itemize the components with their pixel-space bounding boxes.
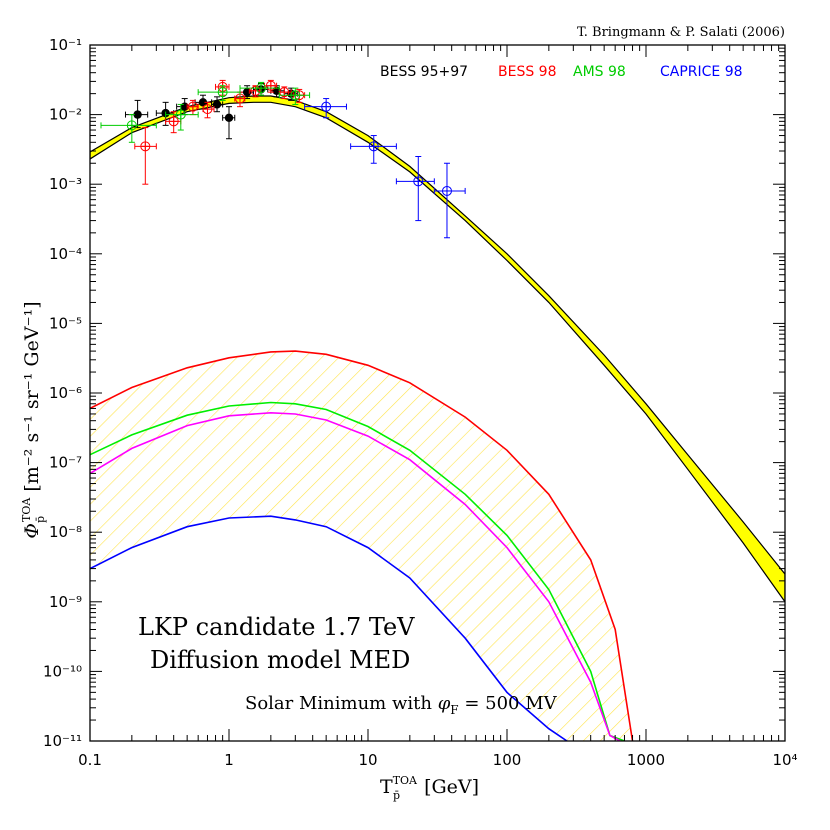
annotation-lkp: LKP candidate 1.7 TeV bbox=[138, 613, 415, 641]
y-tick-label: 10⁻¹¹ bbox=[43, 732, 82, 750]
data-point-bess-98 bbox=[202, 101, 215, 119]
x-tick-label: 1 bbox=[224, 751, 234, 769]
credit: T. Bringmann & P. Salati (2006) bbox=[577, 25, 785, 40]
data-point-bess-98 bbox=[165, 111, 182, 134]
x-axis-label: TTOA p̄ [GeV] bbox=[380, 774, 479, 802]
signal-curve-2 bbox=[90, 411, 621, 741]
y-tick-label: 10⁻⁹ bbox=[49, 593, 82, 611]
data-points bbox=[100, 79, 466, 239]
axis-ticks bbox=[89, 44, 786, 742]
y-tick-label: 10⁻⁷ bbox=[49, 454, 82, 472]
y-tick-label: 10⁻¹⁰ bbox=[43, 662, 82, 680]
legend-ams-98: AMS 98 bbox=[573, 64, 626, 80]
x-tick-label: 1000 bbox=[627, 751, 665, 769]
y-tick-label: 10⁻³ bbox=[49, 175, 82, 193]
x-tick-label: 100 bbox=[493, 751, 522, 769]
annotation-solar: Solar Minimum with φF = 500 MV bbox=[245, 693, 558, 717]
legend-caprice-98: CAPRICE 98 bbox=[660, 64, 743, 80]
data-point-ams-98 bbox=[197, 85, 241, 101]
y-tick-labels: 10⁻¹¹ 10⁻¹⁰ 10⁻⁹ 10⁻⁸ 10⁻⁷ 10⁻⁶ 10⁻⁵ 10⁻⁴ 10⁻³ 10… bbox=[43, 36, 82, 750]
y-tick-label: 10⁻⁸ bbox=[49, 523, 82, 541]
y-tick-label: 10⁻⁵ bbox=[49, 314, 82, 332]
data-point-ams-98 bbox=[239, 81, 280, 96]
legend-bess-95-97: BESS 95+97 bbox=[380, 64, 468, 80]
data-point-bess-95-97 bbox=[124, 99, 149, 129]
legend-bess-98: BESS 98 bbox=[498, 64, 557, 80]
signal-hatch-region bbox=[90, 351, 633, 741]
signal-curve-0 bbox=[90, 350, 634, 741]
data-point-caprice-98 bbox=[395, 156, 435, 222]
x-tick-label: 10 bbox=[358, 751, 377, 769]
data-point-caprice-98 bbox=[433, 162, 466, 239]
data-point-caprice-98 bbox=[350, 135, 397, 164]
y-axis-label: Φp̄TOA [m⁻² s⁻¹ sr⁻¹ GeV⁻¹] bbox=[20, 301, 47, 538]
x-tick-label: 0.1 bbox=[78, 751, 102, 769]
y-tick-label: 10⁻⁴ bbox=[49, 245, 82, 263]
x-tick-label: 10⁴ bbox=[772, 751, 797, 769]
data-point-bess-98 bbox=[134, 127, 157, 185]
annotation-model: Diffusion model MED bbox=[150, 646, 410, 674]
signal-curve-3 bbox=[90, 515, 568, 741]
legend: BESS 95+97 BESS 98 AMS 98 CAPRICE 98 bbox=[380, 64, 743, 80]
y-tick-label: 10⁻¹ bbox=[49, 36, 82, 54]
x-tick-labels: 0.1 1 10 100 1000 10⁴ bbox=[78, 751, 797, 769]
data-point-bess-95-97 bbox=[222, 106, 236, 140]
signal-curve-1 bbox=[90, 401, 625, 741]
y-tick-label: 10⁻² bbox=[49, 106, 82, 124]
data-point-ams-98 bbox=[278, 87, 311, 105]
data-point-ams-98 bbox=[100, 114, 157, 143]
signal-curves bbox=[90, 350, 634, 741]
data-point-caprice-98 bbox=[304, 98, 347, 119]
data-point-bess-95-97 bbox=[211, 96, 224, 113]
data-point-ams-98 bbox=[165, 103, 199, 131]
y-tick-label: 10⁻⁶ bbox=[49, 384, 82, 402]
plot-area bbox=[90, 79, 785, 741]
